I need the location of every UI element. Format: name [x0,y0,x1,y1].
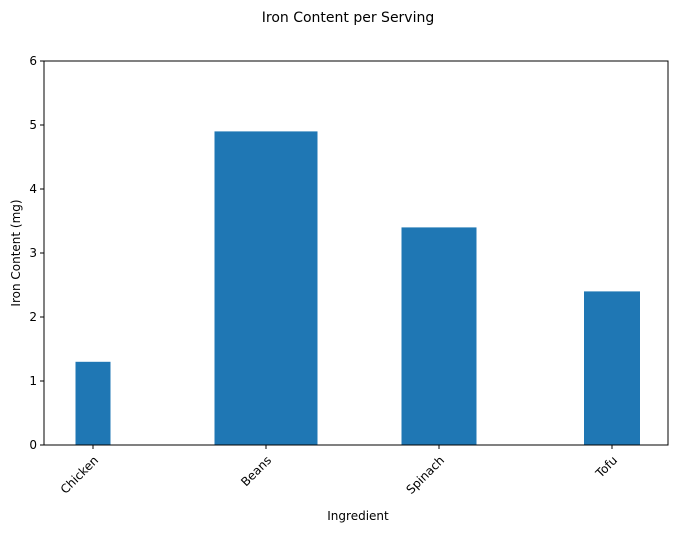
y-tick-label: 0 [29,438,37,452]
y-tick-label: 4 [29,182,37,196]
bars-group [75,131,640,445]
x-tick-label-spinach: Spinach [403,453,447,497]
bar-beans [214,131,318,445]
bar-spinach [401,227,477,445]
y-axis: 0 1 2 3 4 5 6 [29,54,44,452]
bar-chicken [75,361,111,445]
x-tick-label-chicken: Chicken [58,453,101,496]
y-tick-label: 6 [29,54,37,68]
x-tick-label-tofu: Tofu [592,453,620,481]
chart-title: Iron Content per Serving [262,10,435,26]
y-tick-label: 2 [29,310,37,324]
plot-frame [43,60,669,446]
y-tick-label: 1 [29,374,37,388]
y-tick-label: 3 [29,246,37,260]
x-axis: Chicken Beans Spinach Tofu [58,445,620,497]
x-tick-label-beans: Beans [238,453,274,489]
y-tick-label: 5 [29,118,37,132]
y-axis-label: Iron Content (mg) [9,199,23,306]
bar-tofu [584,291,640,445]
x-axis-label: Ingredient [327,509,389,523]
